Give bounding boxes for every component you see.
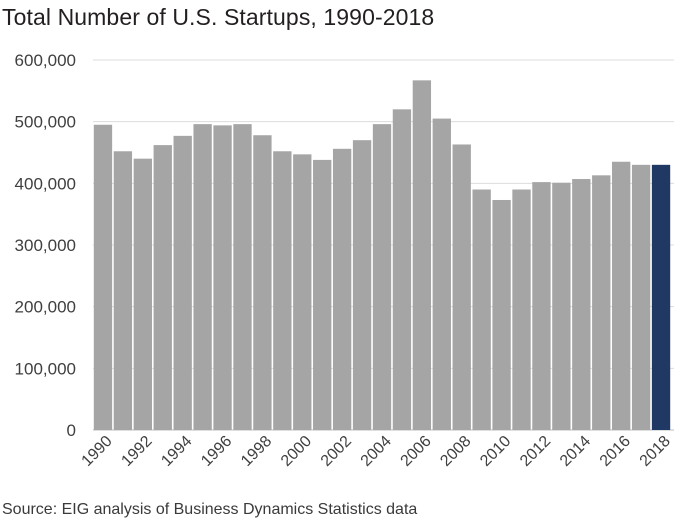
bar-2013 — [552, 182, 571, 430]
x-tick-label: 2014 — [557, 433, 594, 470]
x-tick-label: 2008 — [437, 433, 474, 470]
bar-2015 — [592, 175, 611, 430]
x-tick-label: 2006 — [398, 433, 435, 470]
bar-2012 — [532, 182, 551, 430]
bar-2006 — [412, 80, 432, 430]
bar-2001 — [313, 159, 332, 430]
bar-1997 — [233, 124, 252, 430]
x-tick-label: 1994 — [158, 433, 195, 470]
bar-2016 — [612, 161, 631, 430]
bar-2000 — [293, 154, 312, 430]
x-tick-label: 1996 — [198, 433, 235, 470]
source-note: Source: EIG analysis of Business Dynamic… — [2, 501, 418, 518]
bar-1998 — [253, 135, 272, 431]
x-tick-label: 1992 — [118, 433, 155, 470]
bar-2008 — [452, 144, 471, 431]
x-tick-label: 2012 — [517, 433, 554, 470]
y-tick-label: 500,000 — [15, 113, 76, 132]
bar-1993 — [153, 145, 172, 430]
bar-1994 — [173, 135, 192, 430]
y-axis-ticks: 0 100,000 200,000 300,000 400,000 500,000 600,… — [15, 51, 76, 440]
y-tick-label: 600,000 — [15, 51, 76, 70]
x-tick-label: 1990 — [79, 433, 116, 470]
bar-1990 — [93, 124, 113, 430]
x-tick-label: 2016 — [597, 433, 634, 470]
bar-2018 — [651, 164, 671, 430]
bar-1995 — [193, 124, 212, 430]
x-tick-label: 2002 — [318, 433, 355, 470]
x-tick-label: 1998 — [238, 433, 275, 470]
bar-1999 — [273, 151, 292, 430]
x-axis-ticks: 1990 1992 1994 1996 1998 2000 2002 2004 2006 2008… — [79, 433, 674, 470]
bar-2005 — [392, 109, 412, 430]
bar-2017 — [631, 164, 651, 430]
bar-2011 — [512, 189, 531, 430]
x-tick-label: 2004 — [358, 433, 395, 470]
bar-2002 — [332, 148, 352, 431]
bars — [93, 80, 671, 431]
chart-title: Total Number of U.S. Startups, 1990-2018 — [2, 4, 435, 30]
bar-2003 — [352, 140, 372, 431]
y-tick-label: 100,000 — [15, 359, 76, 378]
bar-2004 — [372, 124, 392, 430]
y-tick-label: 400,000 — [15, 174, 76, 193]
x-tick-label: 2018 — [637, 433, 674, 470]
bar-2010 — [492, 199, 511, 430]
y-tick-label: 200,000 — [15, 298, 76, 317]
bar-1996 — [213, 125, 232, 431]
x-tick-label: 2000 — [278, 433, 315, 470]
y-tick-label: 0 — [67, 421, 76, 440]
bar-2007 — [432, 118, 451, 430]
bar-1992 — [133, 158, 152, 431]
bar-2009 — [472, 189, 491, 430]
y-tick-label: 300,000 — [15, 236, 76, 255]
bar-1991 — [113, 151, 133, 430]
x-tick-label: 2010 — [477, 433, 514, 470]
bar-2014 — [572, 179, 591, 430]
